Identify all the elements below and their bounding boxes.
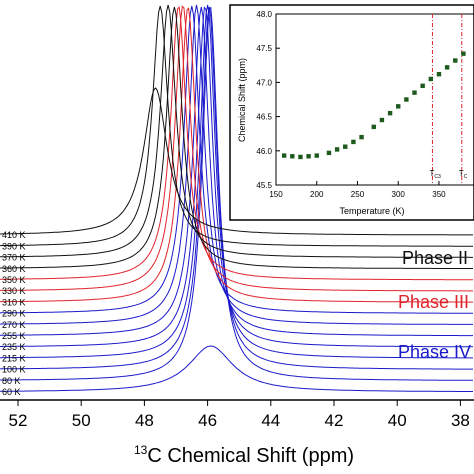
inset-data-point	[387, 110, 393, 116]
inset-data-point	[298, 154, 303, 160]
temperature-label: 360 K	[2, 264, 26, 274]
spectrum-trace	[0, 5, 473, 292]
inset-x-axis-label: Temperature (K)	[339, 206, 404, 216]
x-axis-label-text: C Chemical Shift (ppm)	[147, 445, 354, 467]
spectrum-trace	[0, 6, 473, 348]
x-tick-label: 50	[72, 411, 91, 430]
inset-frame	[229, 4, 474, 221]
spectrum-trace	[0, 5, 474, 314]
transition-label: TC3	[429, 169, 441, 180]
inset-data-point	[453, 58, 458, 63]
inset-plot-area	[275, 13, 474, 186]
inset-y-tick-label: 46.0	[256, 147, 272, 156]
temperature-label: 215 K	[2, 353, 26, 363]
inset-data-point	[436, 71, 442, 77]
spectrum-trace	[0, 345, 473, 392]
spectrum-trace	[0, 6, 473, 381]
inset-data-point	[461, 51, 466, 56]
x-tick-label: 38	[451, 411, 470, 430]
temperature-label: 100 K	[2, 365, 26, 375]
x-axis-ticks: 52 50 48 46 44 42 40 38	[9, 400, 470, 430]
inset-data-point	[343, 144, 348, 149]
inset-data-point	[371, 124, 376, 130]
temperature-label: 410 K	[2, 230, 26, 240]
spectrum-trace	[0, 4, 473, 258]
spectrum-trace	[0, 6, 473, 370]
spectrum-trace	[0, 6, 473, 281]
inset-data-point	[359, 134, 364, 140]
spectrum-trace	[0, 7, 473, 303]
x-tick-label: 44	[261, 411, 280, 430]
inset-y-axis-label: Chemical Shift (ppm)	[237, 58, 247, 142]
x-tick-label: 42	[325, 411, 344, 430]
inset-data-point	[428, 76, 434, 82]
inset-y-tick-label: 47.5	[256, 44, 272, 53]
temperature-label: 60 K	[2, 387, 21, 397]
temperature-label: 370 K	[2, 253, 26, 263]
temperature-label: 290 K	[2, 309, 26, 319]
temperature-label: 330 K	[2, 286, 26, 296]
x-tick-label: 52	[9, 411, 28, 430]
inset-data-point	[290, 154, 295, 159]
temperature-label: 270 K	[2, 320, 26, 330]
spectra-traces	[0, 4, 474, 392]
inset-x-tick-label: 300	[392, 190, 406, 199]
phase-labels: Phase II Phase III Phase IV	[398, 248, 471, 362]
inset-x-ticks: 150 200 250 300 350	[269, 181, 446, 199]
inset-transition-lines: TC3 TC	[429, 14, 468, 185]
inset-chart: 45.5 46.0 46.5 47.0 47.5 48.0 150 200 250 300 350…	[229, 4, 474, 221]
inset-y-tick-label: 47.0	[256, 78, 272, 87]
spectrum-trace	[0, 87, 473, 236]
phase-label-ii: Phase II	[402, 248, 468, 268]
x-tick-label: 48	[135, 411, 154, 430]
transition-label: TC	[459, 169, 468, 180]
inset-data-point	[396, 104, 401, 109]
temperature-label: 390 K	[2, 241, 26, 251]
inset-data-point	[306, 154, 311, 159]
inset-y-tick-label: 46.5	[256, 113, 272, 122]
inset-data-points	[281, 51, 466, 160]
x-tick-label: 40	[388, 411, 407, 430]
temperature-label: 80 K	[2, 376, 21, 386]
spectrum-trace	[0, 5, 473, 247]
inset-x-tick-label: 150	[269, 190, 283, 199]
inset-data-point	[444, 65, 450, 70]
inset-data-point	[326, 150, 332, 156]
inset-data-point	[379, 117, 385, 123]
temperature-label: 350 K	[2, 275, 26, 285]
spectrum-trace	[0, 6, 473, 269]
spectrum-trace	[0, 4, 473, 359]
phase-label-iii: Phase III	[398, 292, 469, 312]
inset-y-tick-label: 48.0	[256, 10, 272, 19]
inset-data-point	[351, 139, 356, 145]
x-axis-label-superscript: 13	[134, 443, 148, 457]
x-tick-label: 46	[198, 411, 217, 430]
inset-data-point	[412, 90, 417, 95]
inset-data-point	[281, 153, 287, 158]
inset-data-point	[314, 153, 319, 158]
temperature-label: 310 K	[2, 297, 26, 307]
inset-data-point	[334, 147, 340, 152]
spectrum-trace	[0, 6, 473, 337]
spectrum-trace	[0, 4, 473, 325]
inset-x-tick-label: 350	[432, 190, 446, 199]
x-axis-label: 13C Chemical Shift (ppm)	[134, 443, 354, 467]
temperature-label: 235 K	[2, 342, 26, 352]
inset-y-tick-label: 45.5	[256, 181, 272, 190]
phase-label-iv: Phase IV	[398, 342, 471, 362]
inset-data-point	[404, 97, 409, 102]
inset-x-tick-label: 200	[310, 190, 324, 199]
inset-y-ticks: 45.5 46.0 46.5 47.0 47.5 48.0	[256, 10, 280, 190]
temperature-label: 255 K	[2, 331, 26, 341]
inset-x-tick-label: 250	[351, 190, 365, 199]
inset-data-point	[420, 83, 425, 89]
